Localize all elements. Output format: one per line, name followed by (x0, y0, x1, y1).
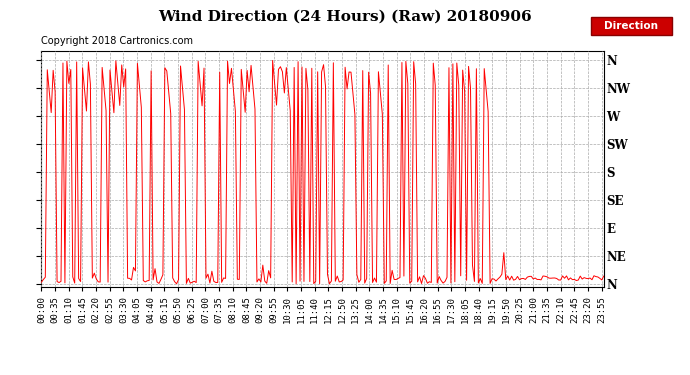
Text: Copyright 2018 Cartronics.com: Copyright 2018 Cartronics.com (41, 36, 193, 46)
Text: Direction: Direction (604, 21, 658, 31)
Text: Wind Direction (24 Hours) (Raw) 20180906: Wind Direction (24 Hours) (Raw) 20180906 (158, 9, 532, 23)
